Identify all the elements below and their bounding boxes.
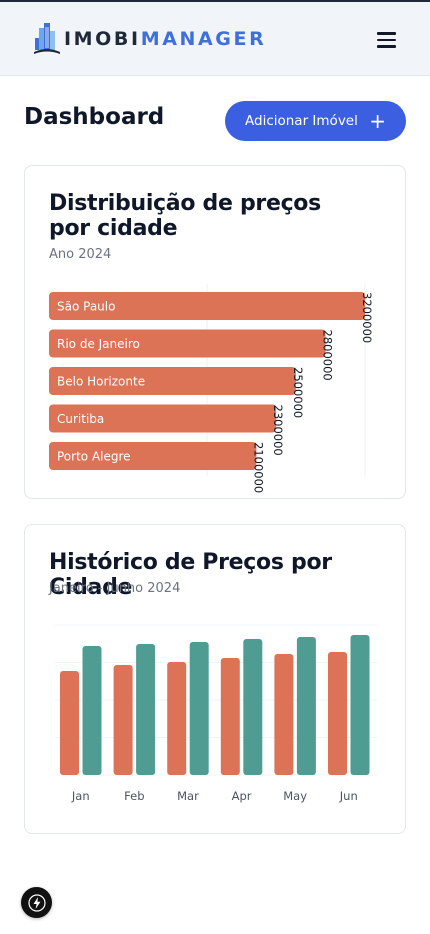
chart-category-label: Belo Horizonte (57, 375, 145, 389)
price-distribution-title: Distribuição de preços por cidade (49, 191, 321, 241)
chart-value-label: 2800000 (321, 330, 335, 381)
chart-value-label: 2500000 (291, 367, 305, 418)
building-logo-icon (34, 23, 60, 54)
chart-bar-Jun-s2 (350, 635, 370, 775)
chart-bar-Apr-s1 (220, 658, 240, 775)
chart-bar-May-s1 (274, 654, 294, 775)
chart-bar-3 (49, 404, 277, 433)
chart-bar-Jan-s2 (82, 646, 102, 775)
price-distribution-subtitle: Ano 2024 (49, 247, 112, 262)
top-navbar: IMOBIMANAGER (0, 2, 430, 76)
chart-bar-Mar-s2 (189, 642, 209, 775)
chart-bar-Jun-s1 (328, 652, 347, 775)
chart-category-label: Porto Alegre (57, 450, 131, 464)
chart-bar-May-s2 (296, 637, 316, 775)
chart-bar-0 (49, 292, 365, 320)
chart-value-label: 3200000 (360, 292, 374, 343)
chart-category-label: São Paulo (57, 300, 115, 314)
quick-action-button[interactable] (21, 887, 52, 918)
price-history-title: Histórico de Preços por Cidade (49, 550, 332, 600)
chart-value-label: 2100000 (251, 442, 265, 493)
chart-x-tick-label: Mar (177, 789, 199, 803)
price-history-chart: Jan Feb Mar Apr May Jun (55, 624, 377, 803)
add-property-label: Adicionar Imóvel (245, 113, 358, 129)
chart-category-label: Curitiba (57, 412, 104, 426)
chart-value-label: 2300000 (271, 405, 285, 456)
hamburger-menu-button[interactable] (372, 28, 400, 52)
chart-category-label: Rio de Janeiro (57, 337, 140, 351)
price-distribution-card: São Paulo 3200000 Rio de Janeiro 2800000 Bel… (24, 165, 406, 499)
hamburger-icon (376, 32, 396, 35)
window-top-border (0, 0, 430, 2)
chart-x-tick-label: Jan (71, 789, 90, 803)
chart-bar-Mar-s1 (167, 662, 187, 775)
logo-text-manager: MANAGER (140, 28, 267, 50)
chart-bar-Feb-s1 (113, 665, 133, 775)
lightning-icon (27, 893, 46, 912)
chart-x-tick-label: May (283, 789, 307, 803)
chart-bar-Feb-s2 (136, 644, 156, 775)
chart-x-tick-label: Feb (124, 789, 144, 803)
price-history-subtitle: Janeiro - Junho 2024 (49, 581, 181, 596)
app-logo[interactable]: IMOBIMANAGER (33, 22, 266, 56)
chart-x-tick-label: Apr (232, 789, 252, 803)
chart-x-tick-label: Jun (339, 789, 358, 803)
plus-icon: + (369, 109, 386, 133)
page-title: Dashboard (24, 104, 165, 130)
chart-bar-Jan-s1 (60, 671, 79, 775)
chart-bar-4 (49, 442, 257, 470)
price-distribution-chart: São Paulo 3200000 Rio de Janeiro 2800000 Bel… (49, 284, 374, 493)
add-property-button[interactable]: Adicionar Imóvel + (225, 101, 406, 141)
chart-bar-Apr-s2 (243, 639, 263, 775)
price-history-card: Jan Feb Mar Apr May Jun Histórico de Preços p… (24, 524, 406, 834)
logo-text-imobi: IMOBI (64, 28, 141, 50)
chart-bar-1 (49, 329, 326, 358)
chart-bar-2 (49, 367, 296, 395)
